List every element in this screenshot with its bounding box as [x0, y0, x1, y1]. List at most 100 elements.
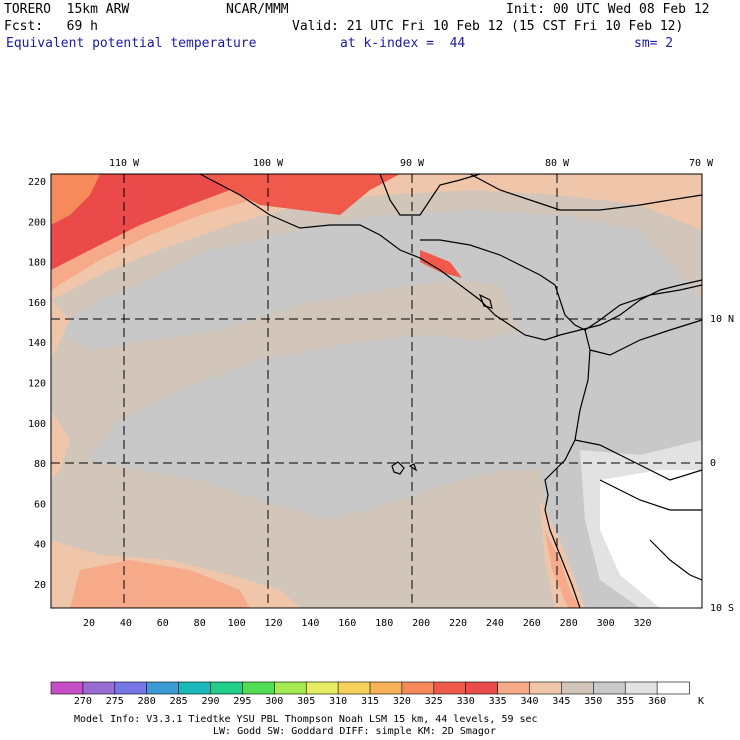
lat-lon-grid [51, 174, 702, 608]
lat-label: 0 [710, 458, 716, 469]
field-band-340-edge [51, 300, 70, 360]
caribbean-islands [469, 173, 703, 211]
field-band-345-west [51, 280, 520, 500]
colorbar-unit: K [698, 696, 704, 707]
x-tick-label: 20 [83, 618, 95, 629]
x-tick-label: 180 [375, 618, 393, 629]
x-tick-label: 120 [264, 618, 282, 629]
x-tick-label: 140 [301, 618, 319, 629]
colorbar-swatch [50, 681, 84, 695]
x-axis-ticks: 20 40 60 80 100 120 140 160 180 200 220 240 260 280 30… [83, 618, 652, 629]
colorbar-label: 340 [520, 696, 538, 707]
colorbar-swatch [146, 681, 180, 695]
field-band-330-north [200, 174, 400, 215]
colorbar-swatch [210, 681, 244, 695]
galapagos-islands [391, 461, 405, 475]
colorbar-labels: 270 275 280 285 290 295 300 305 310 315 320 325 330 3… [74, 696, 666, 707]
x-tick-label: 60 [157, 618, 169, 629]
colorbar-label: 270 [74, 696, 92, 707]
forecast-hour: Fcst: 69 h [4, 19, 98, 34]
gulf-coast [379, 173, 481, 216]
colorbar-label: 280 [138, 696, 156, 707]
field-band-330 [51, 174, 230, 270]
colorbar-label: 350 [584, 696, 602, 707]
field-name: Equivalent potential temperature [6, 36, 257, 51]
colorbar-swatch [529, 681, 563, 695]
colorbar-label: 355 [616, 696, 634, 707]
x-tick-label: 80 [194, 618, 206, 629]
y-tick-label: 160 [28, 298, 46, 309]
lon-label: 80 W [545, 158, 570, 169]
colorbar-swatch [401, 681, 435, 695]
plot-frame [50, 173, 703, 609]
y-tick-label: 180 [28, 258, 46, 269]
y-tick-label: 100 [28, 419, 46, 430]
x-tick-label: 300 [597, 618, 615, 629]
longitude-labels: 110 W 100 W 90 W 80 W 70 W [109, 158, 714, 169]
y-axis-ticks: 220 200 180 160 140 120 100 80 60 40 20 [28, 177, 46, 591]
valid-time: Valid: 21 UTC Fri 10 Feb 12 (15 CST Fri … [292, 19, 684, 34]
field-band-335-coast [545, 530, 580, 608]
lon-label: 90 W [400, 158, 425, 169]
south-america-pacific-coast [544, 329, 591, 609]
colorbar-label: 330 [457, 696, 475, 707]
smoothing-info: sm= 2 [634, 36, 674, 51]
colorbar-label: 285 [170, 696, 188, 707]
panama-colombia-coast [554, 284, 703, 331]
x-tick-label: 280 [560, 618, 578, 629]
init-time: Init: 00 UTC Wed 08 Feb 12 [506, 2, 710, 17]
colorbar-label: 315 [361, 696, 379, 707]
x-tick-label: 100 [228, 618, 246, 629]
colorbar-swatch [433, 681, 467, 695]
colorbar-label: 275 [106, 696, 124, 707]
x-tick-label: 320 [633, 618, 651, 629]
lon-label: 70 W [689, 158, 714, 169]
y-tick-label: 20 [34, 580, 46, 591]
y-tick-label: 200 [28, 217, 46, 228]
y-tick-label: 40 [34, 540, 46, 551]
y-tick-label: 80 [34, 459, 46, 470]
coastlines [199, 173, 703, 609]
colorbar-swatch [561, 681, 595, 695]
field-band-335-sw [70, 560, 250, 608]
colorbar-swatch [114, 681, 148, 695]
ecuador-peru-border [574, 439, 703, 481]
colorbar-label: 305 [297, 696, 315, 707]
colorbar-label: 290 [201, 696, 219, 707]
field-band-330-land [420, 250, 462, 278]
colorbar-label: 360 [648, 696, 666, 707]
field-band-325 [51, 174, 100, 225]
lake-nicaragua [478, 293, 493, 309]
colorbar-label: 335 [489, 696, 507, 707]
colorbar-swatch [497, 681, 531, 695]
central-america-pacific-coast [199, 173, 703, 341]
model-info-line1: Model Info: V3.3.1 Tiedtke YSU PBL Thomp… [74, 714, 538, 725]
honduras-coast [420, 239, 556, 286]
colorbar [50, 681, 690, 695]
colorbar-swatch [242, 681, 276, 695]
colorbar-swatch [624, 681, 658, 695]
lat-label: 10 N [710, 314, 734, 325]
y-tick-label: 140 [28, 338, 46, 349]
colombia-border [589, 319, 703, 356]
y-tick-label: 60 [34, 499, 46, 510]
x-tick-label: 40 [120, 618, 132, 629]
colorbar-swatch [592, 681, 626, 695]
model-info-line2: LW: Godd SW: Goddard DIFF: simple KM: 2D… [213, 726, 496, 737]
colorbar-swatch [369, 681, 403, 695]
x-tick-label: 160 [338, 618, 356, 629]
colorbar-label: 325 [425, 696, 443, 707]
colorbar-swatch [465, 681, 499, 695]
map-plot-area [50, 173, 703, 609]
x-tick-label: 240 [486, 618, 504, 629]
y-tick-label: 220 [28, 177, 46, 188]
latitude-labels: 10 N 0 10 S [710, 314, 734, 614]
model-name: TORERO 15km ARW [4, 2, 130, 17]
colorbar-label: 300 [265, 696, 283, 707]
field-band-360 [600, 470, 702, 608]
colorbar-label: 310 [329, 696, 347, 707]
colorbar-swatch [273, 681, 307, 695]
x-tick-label: 260 [523, 618, 541, 629]
lon-label: 100 W [253, 158, 284, 169]
center-name: NCAR/MMM [226, 2, 289, 17]
